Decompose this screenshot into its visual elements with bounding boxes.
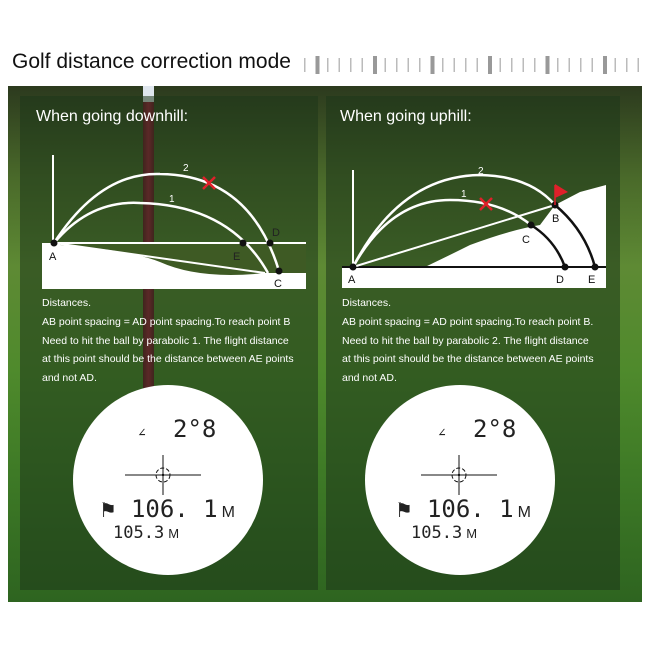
- ruler-tick: [338, 58, 340, 72]
- ruler-tick: [453, 58, 455, 72]
- distance-row: ⚑ 106. 1 M: [99, 497, 235, 521]
- flag-icon: ⚑: [395, 498, 413, 522]
- crosshair-icon: [125, 455, 201, 495]
- ruler-tick: [488, 56, 492, 74]
- downhill-diagram: 2 1 A E D C: [42, 155, 306, 290]
- uphill-heading: When going uphill:: [340, 108, 472, 125]
- label-c: C: [522, 234, 530, 246]
- corrected-unit: M: [168, 526, 180, 541]
- uphill-hill: [425, 185, 606, 267]
- flagpole-top: [143, 86, 154, 102]
- flag-icon: [554, 184, 568, 205]
- uphill-description: Distances. AB point spacing = AD point sp…: [342, 297, 594, 385]
- uphill-ground: [342, 267, 606, 288]
- corrected-unit: M: [466, 526, 478, 541]
- arc-1: [351, 198, 532, 268]
- ruler-tick: [373, 56, 377, 74]
- angle-readout: 2°8: [473, 415, 517, 443]
- ruler-tick: [522, 58, 524, 72]
- ruler-tick: [442, 58, 444, 72]
- label-e: E: [233, 251, 240, 263]
- miss-x-icon: [479, 197, 493, 211]
- ruler-tick: [465, 58, 467, 72]
- ruler-tick: [545, 56, 550, 74]
- label-d: D: [272, 227, 280, 239]
- corrected-readout: 105.3: [113, 523, 165, 543]
- ruler-tick: [614, 58, 616, 72]
- ruler-tick: [361, 58, 363, 72]
- arc-2: [52, 172, 281, 272]
- ruler-tick: [568, 58, 570, 72]
- ruler-tick: [327, 58, 329, 72]
- ruler-tick: [350, 58, 352, 72]
- label-a: A: [348, 274, 356, 286]
- crosshair-icon: [421, 455, 497, 495]
- label-arc1: 1: [461, 189, 467, 200]
- ruler-tick: [603, 56, 607, 74]
- ruler-tick: [419, 58, 421, 72]
- ruler-tick: [580, 58, 582, 72]
- distance-unit: M: [221, 504, 235, 521]
- downhill-description: Distances. AB point spacing = AD point sp…: [42, 297, 294, 385]
- flag-icon: ⚑: [99, 498, 117, 522]
- ruler-tick: [304, 58, 306, 72]
- label-c: C: [274, 278, 282, 290]
- ruler-tick: [315, 56, 320, 74]
- uphill-rangefinder-display: ∠ 2°8 ⚑ 106. 1 M 105.3 M: [365, 385, 555, 575]
- downhill-rangefinder-display: ∠ 2°8 ⚑ 106. 1 M 105.3 M: [73, 385, 263, 575]
- corrected-row: 105.3 M: [113, 525, 179, 542]
- decorative-ruler: [304, 56, 639, 74]
- distance-readout: 106. 1: [130, 495, 218, 523]
- ruler-tick: [591, 58, 593, 72]
- label-d: D: [556, 274, 564, 286]
- ruler-tick: [384, 58, 386, 72]
- distance-readout: 106. 1: [426, 495, 514, 523]
- ruler-tick: [626, 58, 628, 72]
- label-arc2: 2: [183, 163, 189, 174]
- angle-icon: ∠: [138, 426, 146, 441]
- ruler-tick: [637, 58, 639, 72]
- arc-2: [351, 173, 556, 268]
- ruler-tick: [476, 58, 478, 72]
- label-b: B: [552, 213, 559, 225]
- downhill-slope: [60, 243, 306, 275]
- corrected-readout: 105.3: [411, 523, 463, 543]
- angle-icon: ∠: [438, 426, 446, 441]
- ruler-tick: [557, 58, 559, 72]
- label-a: A: [49, 251, 57, 263]
- angle-readout: 2°8: [173, 415, 217, 443]
- ruler-tick: [407, 58, 409, 72]
- label-arc1: 1: [169, 194, 175, 205]
- ruler-tick: [499, 58, 501, 72]
- ruler-tick: [511, 58, 513, 72]
- distance-row: ⚑ 106. 1 M: [395, 497, 531, 521]
- miss-x-icon: [202, 176, 216, 190]
- ruler-tick: [396, 58, 398, 72]
- corrected-row: 105.3 M: [411, 525, 477, 542]
- label-e: E: [588, 274, 595, 286]
- uphill-diagram: 2 1 A B C D E: [342, 166, 606, 288]
- ruler-tick: [430, 56, 435, 74]
- label-arc2: 2: [478, 166, 484, 177]
- ruler-tick: [534, 58, 536, 72]
- distance-unit: M: [517, 504, 531, 521]
- downhill-heading: When going downhill:: [36, 108, 189, 125]
- page-title: Golf distance correction mode: [12, 50, 291, 73]
